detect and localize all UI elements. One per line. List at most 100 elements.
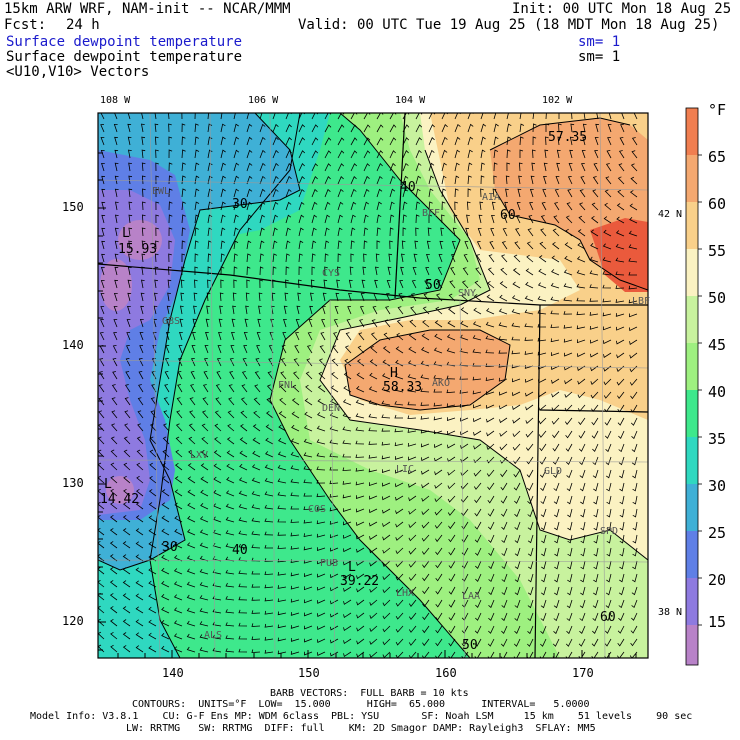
wind-barb: [265, 451, 274, 458]
wind-barb: [447, 443, 456, 449]
wind-barb: [152, 332, 157, 341]
wind-barb: [264, 610, 274, 615]
wind-barb: [350, 227, 356, 237]
contour-label-30-south: 30: [162, 540, 178, 555]
wind-barb: [135, 515, 144, 523]
wind-barb: [123, 449, 131, 458]
wind-barb: [259, 175, 266, 185]
wind-barb: [343, 573, 352, 579]
wind-barb: [629, 313, 638, 318]
wind-barb: [619, 482, 625, 492]
wind-barb: [618, 586, 625, 596]
wind-barb: [277, 532, 287, 536]
wind-barb: [446, 375, 456, 380]
wind-barb: [264, 477, 274, 484]
wind-barb: [501, 625, 508, 634]
wind-barb: [292, 384, 300, 393]
wind-barb: [126, 332, 131, 341]
wind-barb: [564, 417, 573, 425]
wind-barb: [298, 201, 305, 211]
station-gbs: GBS: [162, 316, 181, 327]
wind-barb: [527, 625, 534, 635]
wind-barb: [421, 482, 430, 489]
y-label-150: 150: [62, 200, 84, 214]
wind-barb: [202, 410, 209, 419]
wind-barb: [229, 358, 235, 367]
wind-barb: [268, 358, 274, 367]
wind-barb: [217, 345, 222, 354]
wind-barb: [127, 279, 132, 289]
wind-barb: [486, 308, 495, 315]
wind-barb: [251, 491, 261, 497]
wind-barb: [324, 240, 330, 250]
wind-barb: [472, 376, 482, 381]
wind-barb: [579, 469, 586, 479]
wind-barb: [140, 305, 145, 315]
wind-barb: [207, 253, 212, 263]
wind-barb: [135, 606, 144, 614]
wind-barb: [434, 508, 443, 516]
wind-barb: [512, 378, 521, 383]
wind-barb: [567, 521, 573, 531]
wind-barb: [356, 586, 365, 593]
wind-barb: [556, 162, 561, 172]
wind-barb: [540, 599, 547, 609]
wind-barb: [566, 625, 573, 635]
wind-barb: [551, 417, 560, 425]
wind-barb: [515, 215, 521, 224]
wind-barb: [511, 350, 521, 355]
wind-barb: [381, 414, 391, 419]
wind-barb: [330, 547, 339, 552]
wind-barb: [290, 625, 300, 629]
wind-barb: [511, 322, 521, 328]
wind-barb: [141, 162, 146, 172]
wind-barb: [605, 599, 612, 609]
wind-barb: [199, 529, 209, 536]
wind-barb: [514, 586, 521, 596]
wind-barb: [513, 638, 521, 647]
wind-barb: [264, 544, 273, 549]
wind-barb: [424, 280, 430, 289]
wind-barb: [368, 427, 378, 432]
wind-barb: [422, 599, 430, 608]
wind-barb: [114, 113, 118, 120]
wind-barb: [551, 378, 560, 384]
wind-barb: [181, 201, 186, 211]
wind-barb: [272, 227, 278, 237]
wind-barb: [474, 625, 482, 634]
wind-barb: [485, 363, 495, 368]
wind-barb: [317, 625, 326, 630]
wind-barb: [368, 386, 378, 393]
wind-barb: [290, 585, 300, 590]
wind-barb: [101, 253, 105, 263]
wind-barb: [334, 306, 339, 315]
wind-barb: [311, 253, 316, 263]
wind-barb: [201, 436, 209, 445]
station-fnl: FNL: [278, 380, 297, 391]
wind-barb: [540, 638, 547, 647]
wind-barb: [311, 137, 319, 146]
wind-barb: [632, 495, 638, 505]
wind-barb: [304, 586, 313, 591]
wind-barb: [109, 554, 118, 562]
wind-barb: [350, 253, 355, 263]
wind-barb: [435, 573, 443, 582]
wind-barb: [369, 482, 378, 487]
wind-barb: [356, 495, 365, 499]
wind-barb: [570, 123, 575, 133]
wind-barb: [355, 427, 365, 432]
wind-barb: [148, 606, 157, 614]
wind-barb: [473, 307, 482, 315]
wind-barb: [576, 256, 586, 263]
wind-barb: [252, 450, 261, 458]
station-lic: LIC: [396, 464, 415, 475]
wind-barb: [322, 292, 327, 302]
wind-barb: [186, 542, 196, 549]
wind-barb: [356, 521, 365, 526]
station-lxv: LXV: [190, 450, 209, 461]
wind-barb: [550, 338, 560, 343]
wind-barb: [212, 542, 222, 549]
wind-barb: [524, 351, 534, 355]
wind-barb: [128, 201, 133, 211]
wind-barb: [207, 279, 211, 289]
